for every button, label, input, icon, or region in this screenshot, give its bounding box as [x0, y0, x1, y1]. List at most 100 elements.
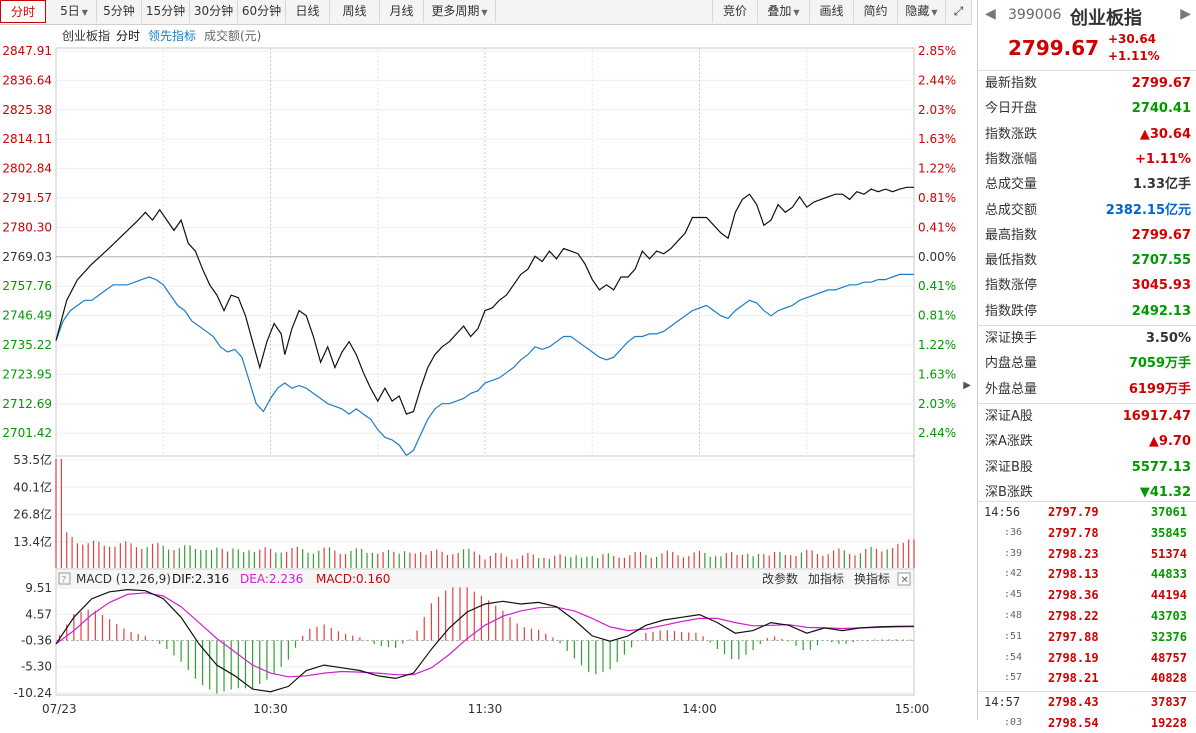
price-tick-label: 2746.49 [2, 309, 52, 323]
percent-tick-label: 1.63% [918, 367, 956, 381]
tick-volume: 35845 [1150, 525, 1187, 540]
simple-button[interactable]: 简约 [854, 0, 898, 23]
stat-label: 深证B股 [985, 459, 1033, 475]
price-tick-label: 2723.95 [2, 367, 52, 381]
stat-label: 最新指数 [985, 76, 1038, 91]
price-line [55, 186, 914, 415]
stat-row: 最高指数 2799.67 [978, 223, 1196, 248]
prev-stock-icon[interactable]: ◀ [985, 6, 996, 22]
percent-tick-label: 1.63% [918, 132, 956, 146]
collapse-panel-icon[interactable]: ▶ [963, 380, 971, 391]
price-axis-labels: 2847.91 2836.64 2825.38 2814.11 2802.84 2791.… [2, 44, 52, 440]
tab-5day[interactable]: 5日 ▼ [52, 0, 97, 23]
next-stock-icon[interactable]: ▶ [1180, 6, 1191, 22]
macd-axis-labels: 9.51 4.57 -0.36 -5.30 -10.24 [13, 581, 52, 700]
tick-time: :45 [1004, 589, 1023, 601]
percent-tick-label: 1.22% [918, 162, 956, 176]
stat-label: 指数涨跌 [985, 126, 1038, 142]
macd-change-params-button[interactable]: 改参数 [762, 571, 798, 586]
tick-row: :48 2798.22 43703 [978, 606, 1196, 626]
tick-price: 2798.43 [1048, 695, 1099, 710]
stat-row: 总成交额 2382.15亿元 [978, 198, 1196, 223]
legend-turnover: 成交额(元) [204, 28, 261, 43]
stat-row: 内盘总量 7059万手 [978, 351, 1196, 376]
tab-15min[interactable]: 15分钟 [142, 0, 190, 23]
percent-tick-label: 1.22% [918, 338, 956, 352]
percent-tick-label: 0.41% [918, 279, 956, 293]
macd-panel-border [55, 568, 915, 696]
macd-tick-label: 9.51 [25, 581, 52, 595]
stat-value: 2740.41 [1131, 101, 1191, 117]
macd-close-icon[interactable] [897, 572, 911, 586]
tick-price: 2798.21 [1048, 671, 1099, 686]
macd-tick-label: 4.57 [25, 607, 52, 621]
stat-value: 1.33亿手 [1132, 177, 1191, 193]
volume-axis-labels: 53.5亿 40.1亿 26.8亿 13.4亿 [13, 452, 52, 549]
stat-value: 16917.47 [1122, 408, 1191, 424]
dif-line [55, 588, 915, 693]
lead-indicator-line [55, 273, 914, 457]
stat-value: +1.11% [1135, 151, 1191, 167]
price-change: +30.64 [1108, 32, 1157, 46]
chevron-down-icon: ▼ [481, 8, 488, 17]
stat-label: 深B涨跌 [985, 484, 1033, 500]
fullscreen-icon[interactable]: ⤢ [946, 0, 972, 23]
tab-daily[interactable]: 日线 [286, 0, 330, 23]
hide-label: 隐藏 [905, 4, 930, 18]
tab-60min[interactable]: 60分钟 [238, 0, 286, 23]
tick-price: 2798.22 [1048, 609, 1099, 623]
tab-monthly[interactable]: 月线 [380, 0, 424, 23]
stat-row: 今日开盘 2740.41 [978, 96, 1196, 121]
stat-label: 指数涨停 [985, 278, 1038, 294]
stat-label: 最高指数 [985, 227, 1038, 243]
tick-price: 2797.88 [1048, 629, 1099, 644]
tick-time: :39 [1004, 547, 1023, 559]
volume-tick-label: 40.1亿 [13, 479, 52, 494]
macd-add-indicator-button[interactable]: 加指标 [808, 571, 844, 586]
time-tick-label: 14:00 [682, 702, 717, 716]
time-tick-label: 10:30 [253, 702, 288, 716]
tick-time: :54 [1004, 651, 1023, 663]
macd-switch-indicator-button[interactable]: 换指标 [854, 571, 890, 586]
stat-value: 2492.13 [1131, 303, 1191, 319]
tab-weekly[interactable]: 周线 [330, 0, 380, 23]
macd-grid [56, 587, 914, 694]
tab-intraday[interactable]: 分时 [0, 0, 46, 23]
tick-row: :54 2798.19 48757 [978, 648, 1196, 668]
divider [978, 402, 1196, 404]
price-tick-label: 2769.03 [2, 250, 52, 264]
tick-row: 14:56 2797.79 37061 [978, 502, 1196, 522]
stat-row: 指数涨幅 +1.11% [978, 147, 1196, 172]
tick-volume: 44833 [1150, 567, 1187, 582]
stat-label: 深A涨跌 [985, 434, 1033, 450]
tick-time: :48 [1004, 610, 1023, 621]
tab-30min[interactable]: 30分钟 [190, 0, 238, 23]
macd-settings-icon[interactable] [58, 572, 71, 585]
overlay-button[interactable]: 叠加 ▼ [758, 0, 810, 23]
stat-value: 2799.67 [1131, 76, 1191, 91]
time-tick-label: 07/23 [42, 702, 77, 716]
intraday-chart[interactable]: 2847.91 2836.64 2825.38 2814.11 2802.84 2791.… [0, 25, 972, 720]
tick-row: :42 2798.13 44833 [978, 564, 1196, 584]
auction-button[interactable]: 竞价 [712, 0, 758, 23]
tab-more-periods[interactable]: 更多周期 ▼ [424, 0, 496, 23]
stat-label: 外盘总量 [985, 381, 1038, 397]
hide-button[interactable]: 隐藏 ▼ [898, 0, 946, 23]
percent-tick-label: 0.41% [918, 220, 956, 234]
tick-time: :51 [1004, 630, 1023, 642]
tick-time: 14:56 [984, 505, 1021, 519]
price-tick-label: 2712.69 [2, 397, 52, 411]
draw-line-button[interactable]: 画线 [810, 0, 854, 23]
dea-line [55, 592, 915, 678]
tick-row: :51 2797.88 32376 [978, 627, 1196, 647]
tab-5min[interactable]: 5分钟 [97, 0, 142, 23]
index-code: 399006 [1008, 7, 1062, 23]
price-tick-label: 2825.38 [2, 103, 52, 117]
stat-row: 指数涨跌 ▲30.64 [978, 122, 1196, 147]
price-tick-label: 2701.42 [2, 426, 52, 440]
tick-volume: 37061 [1150, 505, 1187, 519]
macd-settings-glyph: ? [62, 576, 67, 586]
percent-tick-label: 0.00% [918, 250, 956, 264]
stat-label: 最低指数 [985, 253, 1038, 269]
price-tick-label: 2780.30 [2, 220, 52, 234]
